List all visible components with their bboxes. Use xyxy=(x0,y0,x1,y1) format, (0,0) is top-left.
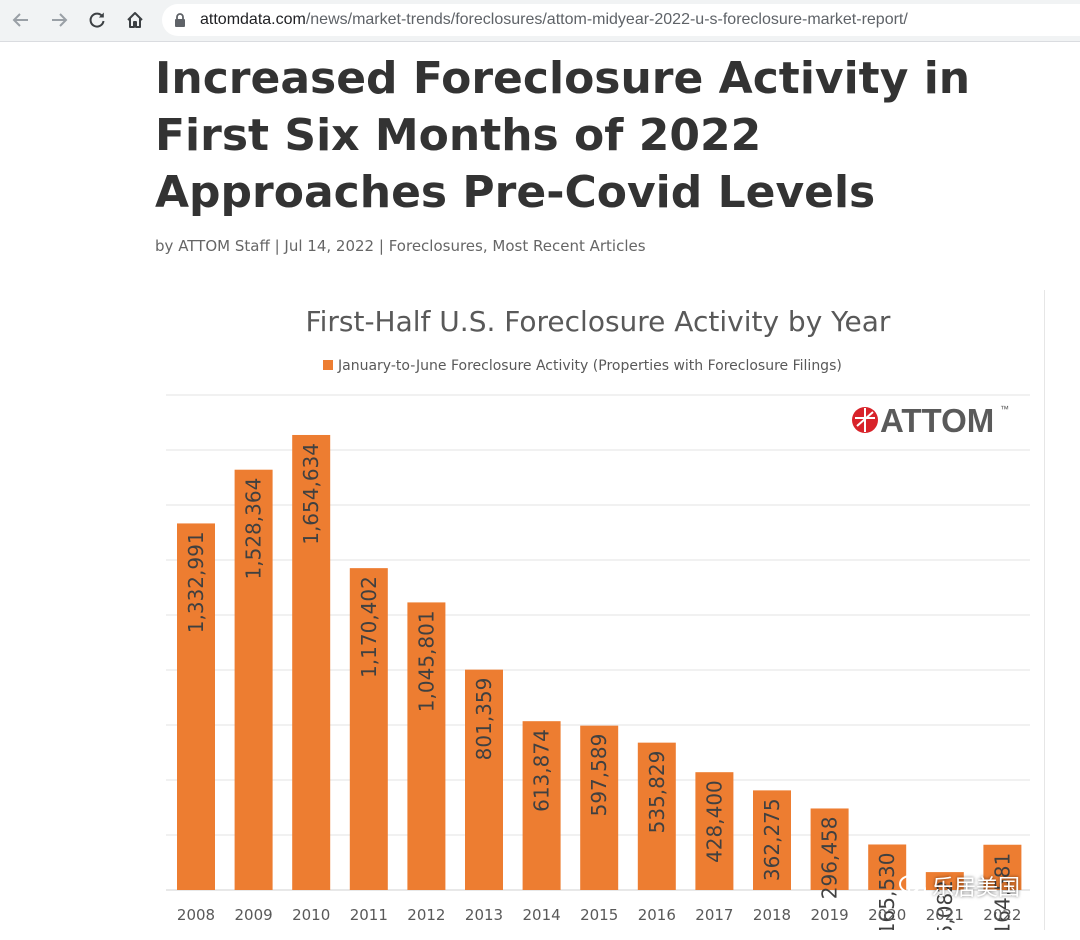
data-label-2015: 597,589 xyxy=(587,734,611,817)
data-label-2011: 1,170,402 xyxy=(357,576,381,678)
bar-2016 xyxy=(637,742,676,890)
data-label-2022: 164,581 xyxy=(990,853,1014,930)
x-tick-2011: 2011 xyxy=(350,906,388,924)
data-label-2012: 1,045,801 xyxy=(414,610,438,712)
data-label-2016: 535,829 xyxy=(645,751,669,834)
x-tick-2020: 2020 xyxy=(868,906,906,924)
x-tick-2021: 2021 xyxy=(926,906,964,924)
bar-2009 xyxy=(234,469,273,890)
bar-2010 xyxy=(292,434,331,890)
attom-logo-trademark: ™ xyxy=(1000,404,1009,414)
arrow-left-icon xyxy=(12,13,28,27)
url-path: /news/market-trends/foreclosures/attom-m… xyxy=(305,11,908,28)
back-button[interactable] xyxy=(9,8,33,32)
x-tick-2012: 2012 xyxy=(407,906,445,924)
bar-2008 xyxy=(177,523,215,890)
legend-swatch xyxy=(323,360,333,370)
x-tick-2022: 2022 xyxy=(983,906,1021,924)
reload-icon xyxy=(89,12,105,28)
byline-separator: | xyxy=(274,237,280,255)
data-label-2020: 165,530 xyxy=(875,852,899,930)
x-tick-2015: 2015 xyxy=(580,906,618,924)
data-label-2018: 362,275 xyxy=(760,798,784,881)
forward-button[interactable] xyxy=(47,8,71,32)
bar-2013 xyxy=(465,669,503,890)
category-comma: , xyxy=(482,237,488,255)
bar-2018 xyxy=(753,790,791,890)
url-host: attomdata.com xyxy=(200,11,306,28)
data-label-2009: 1,528,364 xyxy=(242,478,266,580)
attom-logo: ATTOM ™ xyxy=(852,402,1009,439)
arrow-right-icon xyxy=(52,13,68,27)
data-label-2013: 801,359 xyxy=(472,678,496,761)
x-tick-2013: 2013 xyxy=(465,906,503,924)
x-tick-2009: 2009 xyxy=(235,906,273,924)
data-label-2019: 296,458 xyxy=(818,816,842,899)
data-label-2010: 1,654,634 xyxy=(299,443,323,545)
bar-2019 xyxy=(810,808,849,890)
bar-2012 xyxy=(407,602,446,890)
bar-2022 xyxy=(983,844,1022,890)
byline-separator: | xyxy=(378,237,384,255)
home-icon xyxy=(127,12,143,28)
data-label-2014: 613,874 xyxy=(530,729,554,812)
category-link-foreclosures[interactable]: Foreclosures xyxy=(388,237,483,255)
home-button[interactable] xyxy=(123,8,147,32)
x-tick-labels: 2008 2009 2010 2011 2012 2013 2014 2015 2016 2017… xyxy=(177,906,1022,924)
article-byline: by ATTOM Staff | Jul 14, 2022 | Foreclos… xyxy=(155,237,646,255)
category-link-most-recent-articles[interactable]: Most Recent Articles xyxy=(492,237,646,255)
url-text: attomdata.com/news/market-trends/foreclo… xyxy=(200,11,908,29)
attom-logo-text: ATTOM xyxy=(880,402,994,439)
chart-title: First-Half U.S. Foreclosure Activity by … xyxy=(306,305,891,338)
wechat-watermark: 乐居美国 xyxy=(898,870,1020,902)
x-tick-2018: 2018 xyxy=(753,906,791,924)
x-tick-2019: 2019 xyxy=(811,906,849,924)
reload-button[interactable] xyxy=(85,8,109,32)
data-label-2008: 1,332,991 xyxy=(184,531,208,633)
wechat-icon xyxy=(899,875,926,897)
bar-2017 xyxy=(695,772,734,890)
bar-2015 xyxy=(580,725,619,890)
x-tick-2017: 2017 xyxy=(695,906,733,924)
data-labels: 1,332,991 1,528,364 1,654,634 1,170,402 1,04… xyxy=(184,443,1014,930)
data-label-2021: 65,082 xyxy=(933,880,957,930)
watermark-text: 乐居美国 xyxy=(932,876,1021,901)
x-tick-2010: 2010 xyxy=(292,906,330,924)
address-bar[interactable]: attomdata.com/news/market-trends/foreclo… xyxy=(162,4,1080,36)
publish-date: Jul 14, 2022 xyxy=(284,237,375,255)
browser-toolbar: attomdata.com/news/market-trends/foreclo… xyxy=(0,0,1080,42)
lock-icon xyxy=(175,13,185,27)
data-label-2017: 428,400 xyxy=(702,780,726,863)
bar-series xyxy=(177,434,1022,890)
bar-2011 xyxy=(349,568,388,890)
x-tick-2016: 2016 xyxy=(638,906,676,924)
byline-prefix: by xyxy=(155,237,174,255)
foreclosure-bar-chart: First-Half U.S. Foreclosure Activity by … xyxy=(166,305,1030,930)
bar-2021 xyxy=(925,872,964,890)
x-tick-2008: 2008 xyxy=(177,906,215,924)
chart-image: First-Half U.S. Foreclosure Activity by … xyxy=(158,290,1045,930)
author-link[interactable]: ATTOM Staff xyxy=(178,237,270,255)
x-tick-2014: 2014 xyxy=(523,906,561,924)
bar-2014 xyxy=(522,721,561,890)
legend-label: January-to-June Foreclosure Activity (Pr… xyxy=(337,358,842,374)
article-title: Increased Foreclosure Activity in First … xyxy=(155,53,971,218)
